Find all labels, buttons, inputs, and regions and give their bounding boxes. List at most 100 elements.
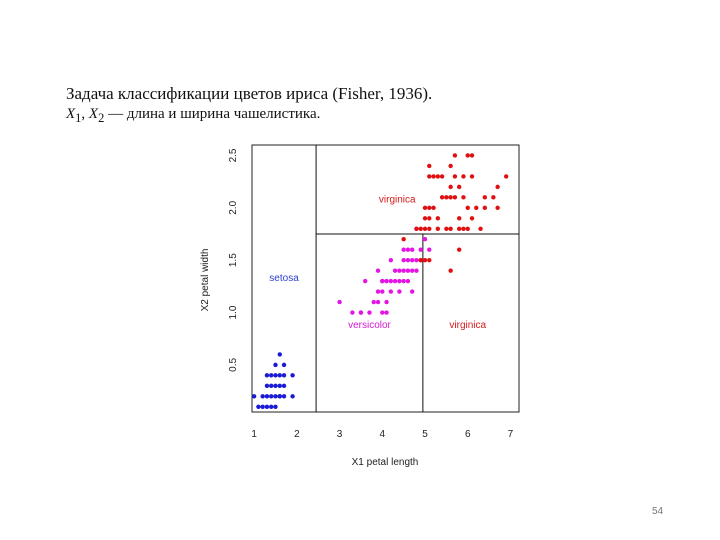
- setosa-point: [260, 404, 265, 409]
- x-tick-label: 7: [508, 429, 514, 440]
- virginica-point: [444, 226, 449, 231]
- var-x1: X: [66, 106, 76, 122]
- versicolor-point: [427, 247, 432, 252]
- versicolor-point: [358, 310, 364, 315]
- versicolor-point: [414, 268, 419, 273]
- virginica-point: [435, 174, 441, 179]
- y-tick-label: 1.5: [228, 253, 239, 267]
- versicolor-point: [380, 310, 385, 315]
- slide-subtitle: X1, X2 — длина и ширина чашелистика.: [66, 104, 432, 128]
- versicolor-point: [397, 278, 402, 284]
- var-x1-sub: 1: [75, 111, 82, 125]
- setosa-point: [281, 394, 287, 399]
- versicolor-point: [388, 289, 394, 294]
- versicolor-point: [380, 289, 385, 294]
- versicolor-point: [350, 310, 355, 315]
- setosa-point: [281, 373, 287, 378]
- virginica-point: [461, 226, 466, 231]
- versicolor-point: [337, 299, 342, 305]
- y-tick-label: 2.0: [228, 200, 239, 214]
- virginica-point: [431, 205, 436, 211]
- versicolor-point: [384, 299, 389, 305]
- virginica-point: [465, 153, 470, 158]
- versicolor-point: [401, 278, 406, 284]
- y-tick-label: 1.0: [228, 305, 239, 319]
- virginica-point: [427, 226, 432, 231]
- region-label: setosa: [269, 273, 299, 284]
- setosa-point: [269, 373, 274, 378]
- setosa-point: [277, 383, 282, 389]
- setosa-point: [290, 373, 295, 378]
- virginica-point: [418, 226, 423, 231]
- setosa-point: [269, 394, 274, 399]
- versicolor-point: [375, 299, 381, 305]
- region-label: versicolor: [348, 320, 391, 331]
- setosa-point: [264, 404, 270, 409]
- setosa-point: [269, 383, 274, 389]
- versicolor-point: [384, 278, 389, 284]
- setosa-point: [281, 383, 287, 389]
- axis-ticks: 1 2 3 4 5 6 7 0.5 1.0 1.5 2.0 2.5: [228, 148, 514, 440]
- region-labels: setosa versicolor virginica virginica: [269, 195, 486, 332]
- y-tick-label: 0.5: [228, 357, 239, 371]
- setosa-point: [273, 373, 278, 378]
- virginica-point: [469, 216, 475, 221]
- setosa-point: [277, 394, 282, 399]
- virginica-point: [439, 174, 445, 179]
- x-axis-label: X1 petal length: [352, 457, 419, 468]
- y-tick-label: 2.5: [228, 148, 239, 162]
- page-number: 54: [652, 506, 664, 517]
- versicolor-point: [405, 257, 411, 263]
- virginica-point: [427, 174, 432, 179]
- virginica-point: [448, 226, 453, 231]
- virginica-point: [474, 205, 479, 211]
- vars-description: — длина и ширина чашелистика.: [104, 106, 321, 122]
- plot-area: [251, 144, 520, 413]
- x-tick-label: 4: [380, 429, 386, 440]
- virginica-point: [422, 226, 428, 231]
- versicolor-point: [375, 289, 381, 294]
- versicolor-point: [380, 278, 385, 284]
- region-label: virginica: [379, 195, 416, 206]
- virginica-point: [422, 216, 428, 221]
- setosa-point: [277, 352, 282, 357]
- virginica-point: [495, 205, 500, 211]
- virginica-point: [427, 163, 432, 169]
- versicolor-point: [410, 268, 415, 273]
- versicolor-point: [410, 289, 415, 294]
- virginica-point: [452, 195, 458, 200]
- versicolor-point: [422, 237, 428, 242]
- var-x2-sub: 2: [98, 111, 105, 125]
- versicolor-point: [405, 278, 411, 284]
- virginica-point: [452, 174, 458, 179]
- virginica-point: [503, 174, 509, 179]
- virginica-point: [461, 174, 466, 179]
- setosa-point: [269, 404, 274, 409]
- setosa-point: [281, 362, 287, 368]
- versicolor-point: [405, 268, 411, 273]
- versicolor-point: [375, 268, 381, 273]
- virginica-point: [422, 205, 428, 211]
- x-tick-label: 6: [465, 429, 471, 440]
- setosa-point: [264, 383, 270, 389]
- setosa-point: [256, 404, 261, 409]
- versicolor-point: [363, 278, 368, 284]
- virginica-point: [427, 216, 432, 221]
- virginica-point: [414, 226, 419, 231]
- versicolor-point: [371, 299, 376, 305]
- versicolor-point: [405, 247, 411, 252]
- x-tick-label: 1: [251, 429, 257, 440]
- virginica-point: [448, 163, 453, 169]
- x-tick-label: 3: [337, 429, 343, 440]
- versicolor-point: [367, 310, 372, 315]
- decision-boundaries: [315, 145, 519, 412]
- slide-title: Задача классификации цветов ириса (Fishe…: [66, 84, 433, 103]
- setosa-point: [277, 373, 282, 378]
- versicolor-point: [392, 278, 398, 284]
- plot-frame: [251, 144, 520, 413]
- virginica-point: [448, 184, 453, 190]
- x-tick-label: 2: [294, 429, 300, 440]
- setosa-point: [264, 394, 270, 399]
- versicolor-point: [392, 268, 398, 273]
